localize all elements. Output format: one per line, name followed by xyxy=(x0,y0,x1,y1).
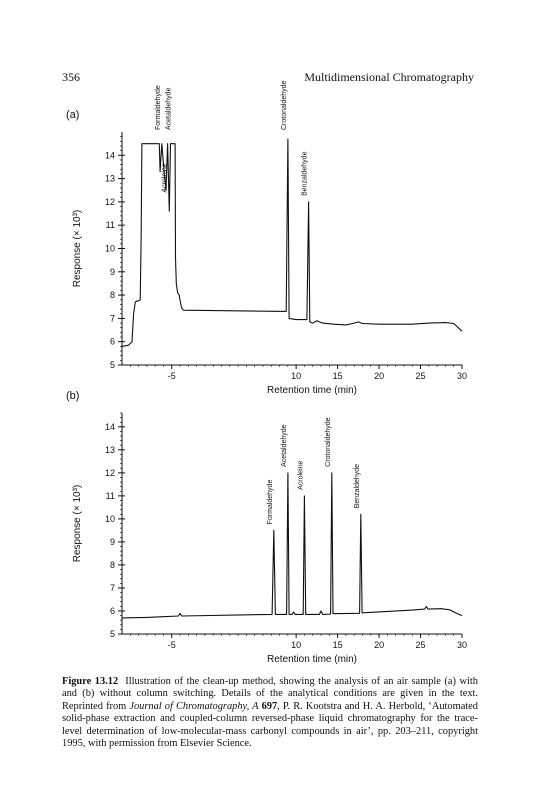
chromatogram-b: 5 6 7 8 9 10 11 12 13 14 -5 10 15 20 25 30 Retention tim… xyxy=(72,412,467,665)
y-axis-label: Response (× 10³) xyxy=(72,485,83,563)
x-tick-label: -5 xyxy=(168,640,176,650)
y-tick-label: 8 xyxy=(110,290,115,300)
figure-caption: Figure 13.12 Illustration of the clean-u… xyxy=(62,676,478,750)
y-tick-label: 13 xyxy=(105,445,115,455)
y-tick-label: 6 xyxy=(110,337,115,347)
y-tick-label: 7 xyxy=(110,583,115,593)
y-tick-label: 12 xyxy=(105,197,115,207)
y-tick-label: 11 xyxy=(106,220,115,230)
panel-label-a: (a) xyxy=(66,109,80,121)
y-tick-label: 8 xyxy=(110,560,115,570)
y-tick-label: 10 xyxy=(105,244,115,254)
chromatogram-a: 5 6 7 8 9 10 11 12 13 14 -5 10 15 20 25 30 Retention tim… xyxy=(72,80,467,396)
page-header: 356 Multidimensional Chromatography xyxy=(62,70,474,88)
x-tick-label: 25 xyxy=(416,371,426,381)
y-tick-label: 7 xyxy=(110,313,115,323)
y-tick-label: 9 xyxy=(110,537,115,547)
y-axis-label: Response (× 10³) xyxy=(72,210,83,288)
panel-label-b: (b) xyxy=(66,390,80,402)
caption-text-1: Illustration of the clean-up method, sho… xyxy=(62,676,478,712)
peak-label-formaldehyde: Formaldehyde xyxy=(155,85,162,130)
figure-label: Figure 13.12 xyxy=(62,676,119,687)
caption-text-2: , P. R. Kootstra and H. A. Herbold, ‘Aut… xyxy=(62,700,478,750)
peak-label-crotonaldehyde: Crotonaldehyde xyxy=(281,80,288,130)
y-tick-label: 5 xyxy=(110,629,115,639)
caption-journal: Journal of Chromatography, A xyxy=(129,700,259,712)
y-tick-label: 13 xyxy=(105,174,115,184)
y-tick-label: 14 xyxy=(105,150,115,160)
x-tick-label: 30 xyxy=(457,640,467,650)
x-tick-label: 15 xyxy=(333,640,343,650)
x-axis-label: Retention time (min) xyxy=(267,385,357,396)
peak-label-benzaldehyde: Benzaldehyde xyxy=(354,464,361,508)
x-tick-label: 10 xyxy=(291,371,301,381)
peak-label-acroleine: Acroleine xyxy=(297,461,304,490)
x-tick-label: -5 xyxy=(168,371,176,381)
x-tick-label: 10 xyxy=(291,640,301,650)
chromatogram-trace xyxy=(121,138,463,347)
y-tick-label: 9 xyxy=(110,267,115,277)
x-tick-label: 30 xyxy=(457,371,467,381)
peak-label-acetaldehyde: Acetaldehyde xyxy=(166,87,173,130)
y-tick-label: 5 xyxy=(110,360,115,370)
peak-label-crotonaldehyde: Crotonaldehyde xyxy=(325,417,332,467)
y-tick-label: 10 xyxy=(105,514,115,524)
running-title: Multidimensional Chromatography xyxy=(304,70,474,84)
x-tick-label: 25 xyxy=(416,640,426,650)
page-number: 356 xyxy=(62,70,80,84)
y-tick-label: 11 xyxy=(106,491,115,501)
y-tick-label: 6 xyxy=(110,606,115,616)
chromatogram-trace xyxy=(121,472,463,619)
x-tick-label: 20 xyxy=(374,640,384,650)
peak-label-benzaldehyde: Benzaldehyde xyxy=(302,151,309,195)
peak-label-formaldehyde: Formaldehyde xyxy=(267,480,274,525)
x-axis-label: Retention time (min) xyxy=(267,654,357,665)
peak-label-acroleine: Acroleine xyxy=(161,163,168,192)
caption-volume: 697 xyxy=(261,700,278,712)
peak-label-acetaldehyde: Acetaldehyde xyxy=(281,424,288,467)
x-tick-label: 15 xyxy=(333,371,343,381)
x-tick-label: 20 xyxy=(374,371,384,381)
y-tick-label: 14 xyxy=(105,422,115,432)
y-tick-label: 12 xyxy=(105,468,115,478)
